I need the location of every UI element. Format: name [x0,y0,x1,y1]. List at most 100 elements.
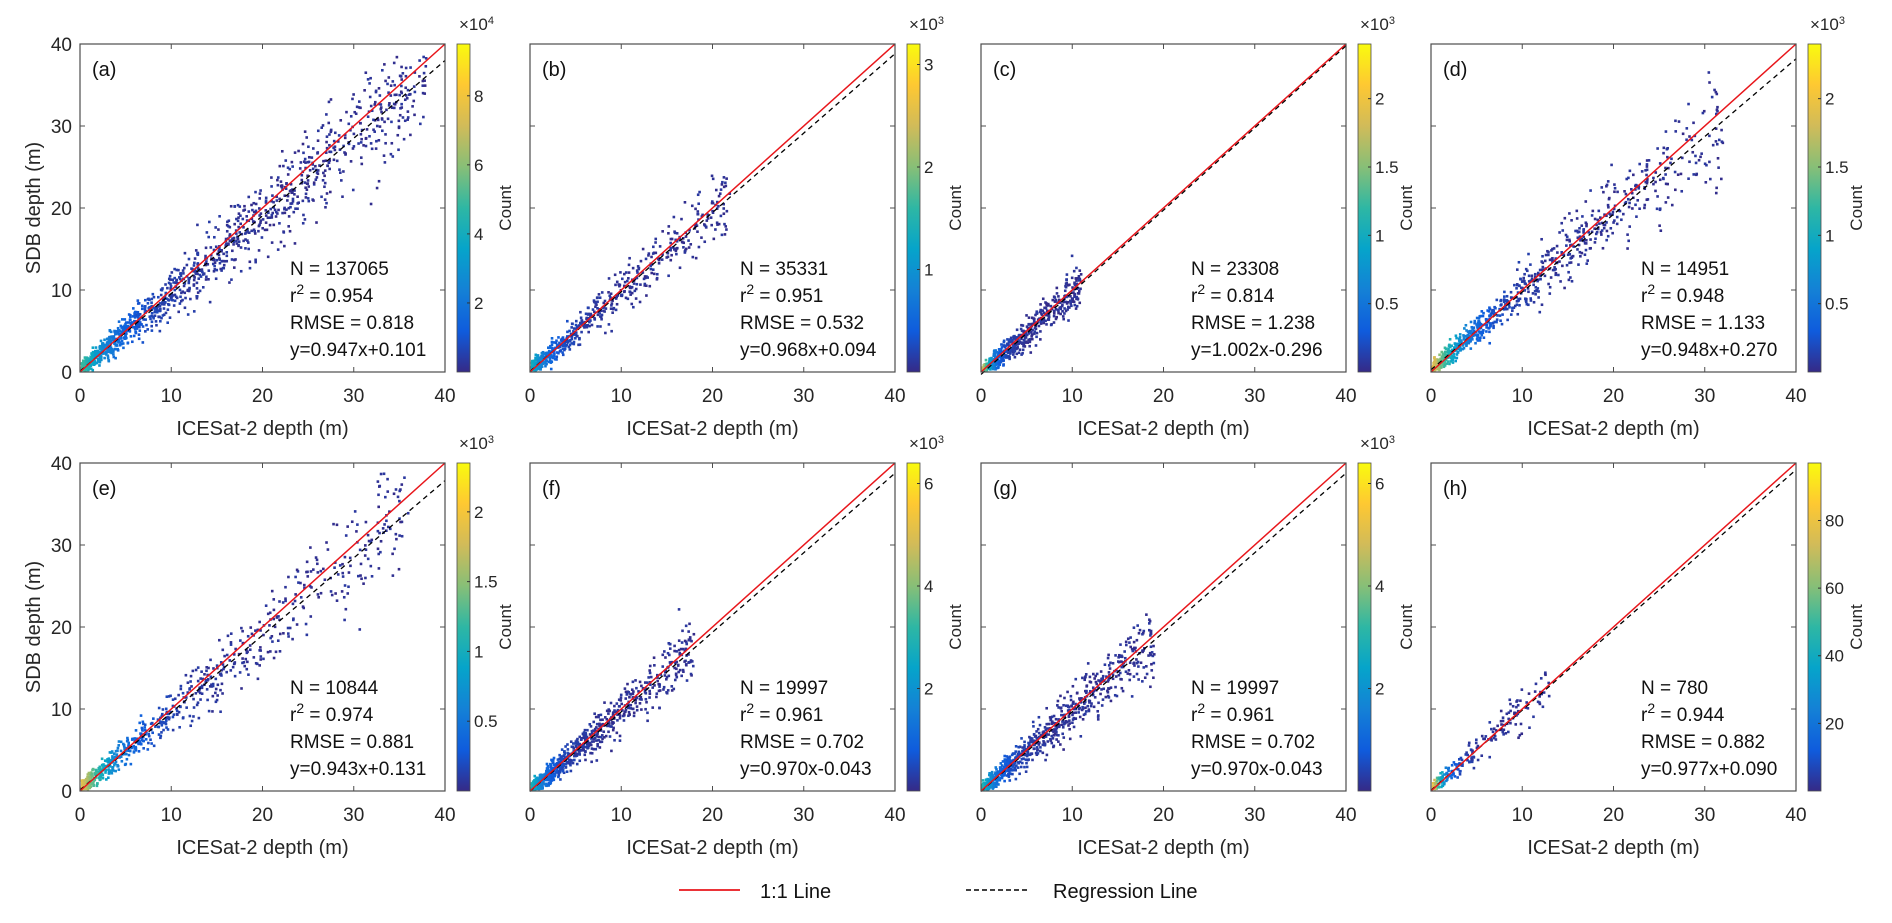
data-point [1477,324,1481,327]
data-point [1609,213,1612,217]
data-point [181,269,185,272]
data-point [178,705,182,708]
data-point [89,355,92,359]
data-point [1533,289,1537,293]
data-point [121,342,125,345]
data-point [629,293,632,296]
data-point [85,359,89,363]
data-point [297,581,300,584]
data-point [616,708,620,712]
data-point [406,116,410,119]
data-point [1568,238,1571,242]
data-point [1536,271,1540,275]
data-point [1447,360,1450,363]
data-point [106,348,110,352]
data-point [137,333,141,336]
data-point [143,726,147,729]
data-point [257,207,261,210]
data-point [1021,351,1024,355]
data-point [159,302,162,305]
data-point [380,110,383,114]
data-point [635,282,639,286]
data-point [258,214,261,217]
data-point [589,751,592,755]
data-point [600,317,603,321]
data-point [677,670,680,674]
data-point [675,667,678,671]
data-point [1083,678,1087,682]
data-point [241,661,244,665]
data-point [1606,180,1610,183]
data-point [404,86,408,90]
data-point [551,346,554,350]
data-point [1557,273,1560,277]
data-point [572,327,576,330]
data-point [113,762,117,765]
data-point [533,360,536,364]
data-point [366,78,370,81]
data-point [110,349,114,353]
data-point [306,197,310,200]
data-point [1033,330,1037,333]
data-point [618,714,622,718]
data-point [647,252,651,255]
data-point [139,736,143,739]
data-point [678,668,682,672]
data-point [549,367,553,371]
data-point [148,298,151,302]
data-point [259,629,262,632]
data-point [992,367,996,370]
data-point [725,209,729,213]
data-point [403,119,407,123]
data-point [629,286,633,290]
data-point [326,164,329,167]
x-tick-label: 20 [252,386,273,407]
data-point [1478,330,1482,334]
data-point [102,766,105,769]
data-point [1036,320,1040,324]
data-point [213,235,216,239]
data-point [183,291,187,295]
data-point [393,547,396,551]
data-point [180,291,183,295]
data-point [112,335,116,338]
data-point [161,314,165,317]
data-point [1593,227,1596,230]
data-point [301,142,305,146]
data-point [328,150,331,154]
data-point [134,325,138,329]
data-point [674,673,678,677]
data-point [621,709,624,712]
data-point [95,353,99,356]
data-point [1457,337,1461,341]
data-point [1473,319,1477,323]
data-point [124,324,127,328]
data-point [1522,276,1525,280]
data-point [1455,342,1459,346]
data-point [183,306,187,310]
data-point [1453,342,1457,345]
data-point [123,763,127,767]
data-point [639,695,643,699]
data-point [190,719,194,723]
data-point [1450,358,1454,362]
data-point [531,359,534,363]
data-point [574,750,577,754]
one-to-one-line [529,43,896,373]
data-point [214,277,218,281]
data-point [312,568,315,571]
data-point [1445,362,1449,365]
data-point [1611,210,1615,214]
data-point [1707,71,1711,74]
data-point [655,692,659,695]
data-point [1541,254,1544,258]
colorbar-tick-label: 0.5 [1375,295,1399,314]
data-point [150,314,153,318]
data-point [534,779,538,782]
data-point [393,83,396,87]
data-point [107,772,111,775]
data-point [589,314,592,318]
data-point [598,740,602,744]
data-point [126,328,130,332]
data-point [199,698,202,701]
